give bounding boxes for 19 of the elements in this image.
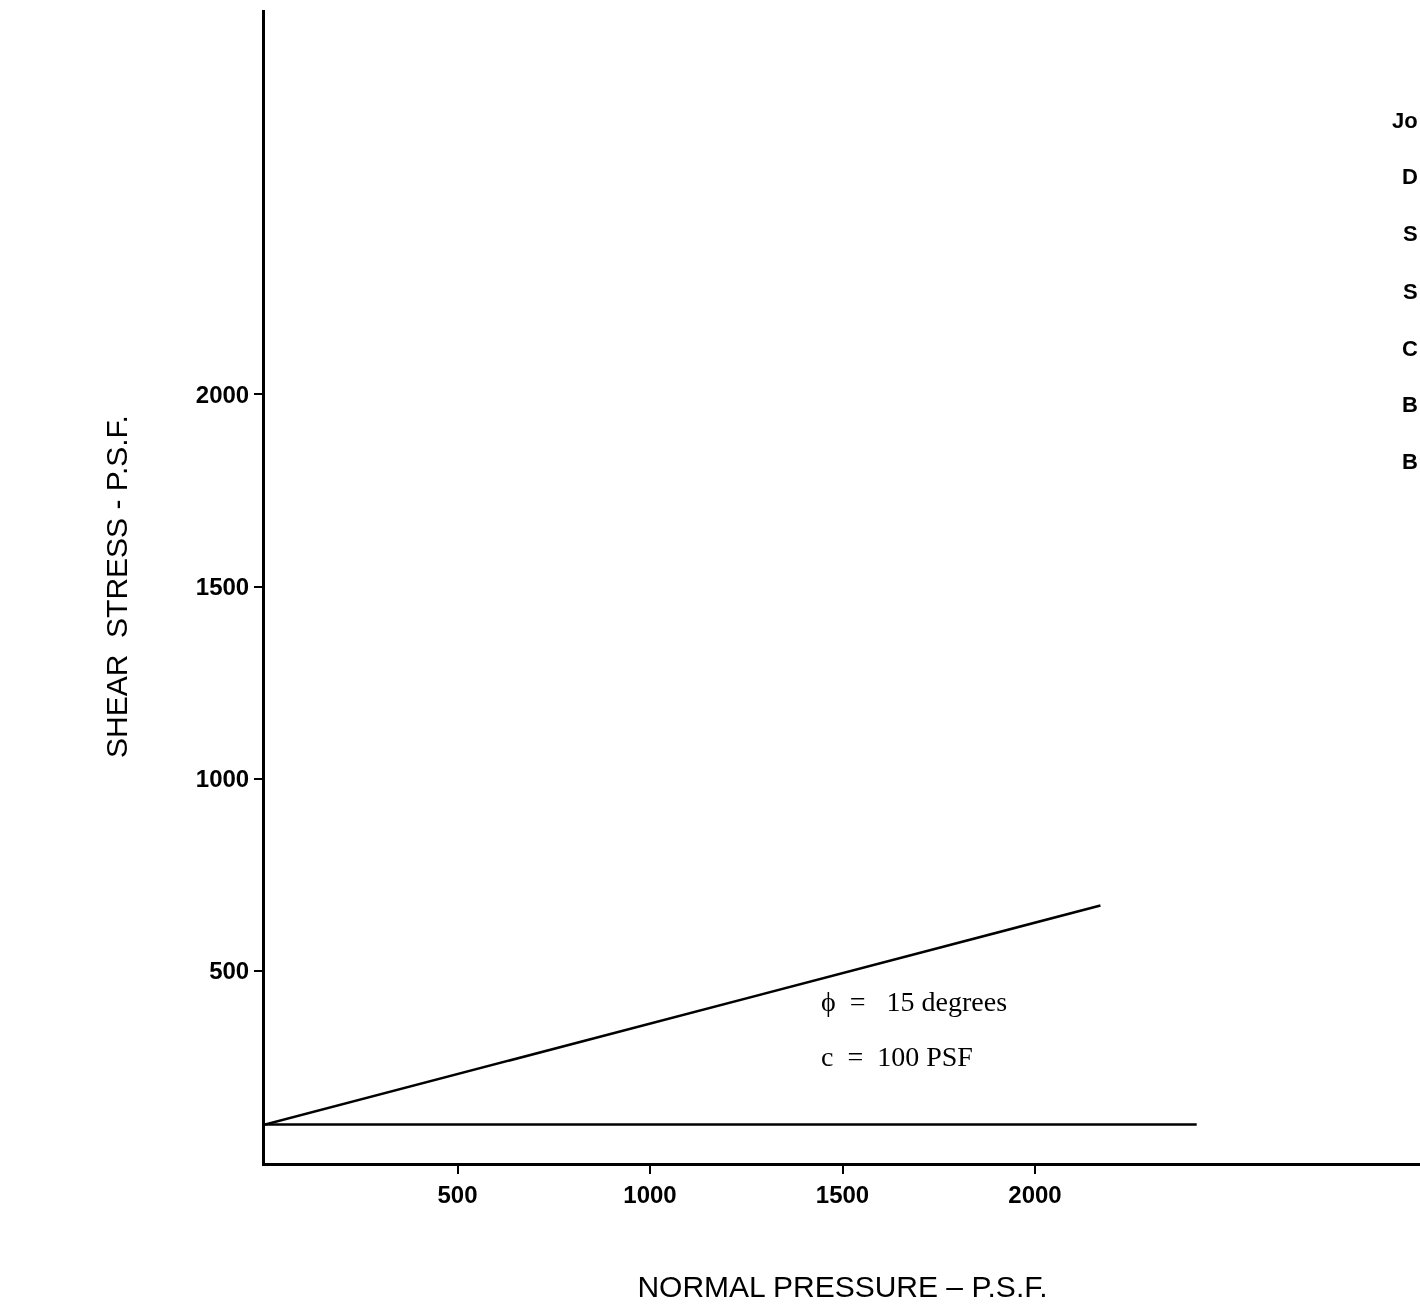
annotation: c = 100 PSF: [821, 1041, 973, 1072]
y-tick-label: 500: [209, 957, 250, 985]
x-tick-label: 500: [437, 1180, 478, 1208]
annotation: ϕ = 15 degrees: [821, 986, 1008, 1017]
x-axis-title: NORMAL PRESSURE – P.S.F.: [637, 1270, 1048, 1304]
annotation: B: [1402, 392, 1418, 417]
y-tick-label: 1000: [195, 765, 250, 793]
x-tick-label: 2000: [1008, 1180, 1062, 1208]
y-tick-label: 1500: [195, 572, 250, 600]
x-tick-label: 1000: [623, 1180, 677, 1208]
y-tick-label: 2000: [195, 380, 250, 408]
y-axis-title: SHEAR STRESS - P.S.F.: [99, 415, 133, 758]
annotation: S: [1403, 221, 1418, 246]
annotation: Jo: [1392, 108, 1418, 133]
annotation: D: [1402, 164, 1418, 189]
annotation: S: [1403, 279, 1418, 304]
annotation: C: [1402, 336, 1418, 361]
x-tick-label: 1500: [815, 1180, 870, 1208]
annotation: B: [1402, 449, 1418, 474]
